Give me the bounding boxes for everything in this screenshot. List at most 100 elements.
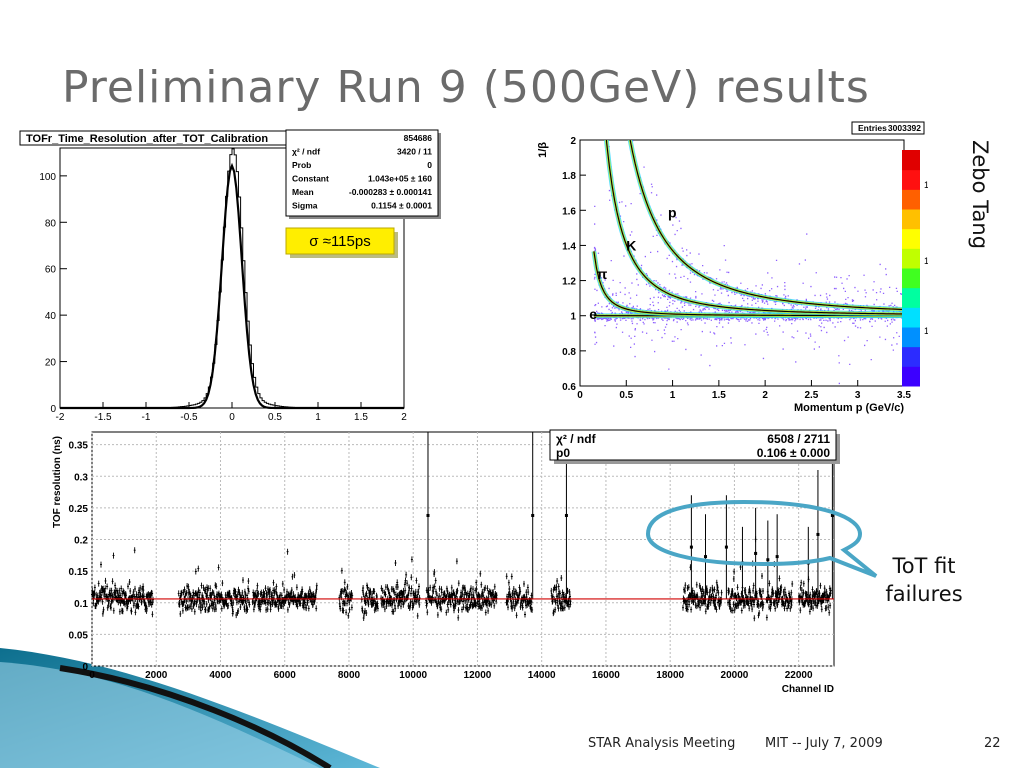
entries-value: 3003392 xyxy=(888,123,921,133)
y-tick-label: 0.2 xyxy=(74,536,88,547)
colorbar-segment xyxy=(902,228,920,249)
stats-label: Sigma xyxy=(292,201,318,211)
colorbar-segment xyxy=(902,307,920,328)
gaussian-fit-curve xyxy=(60,162,404,410)
tof-resolution-vs-channel-plot: 0 2000 4000 6000 8000 10000 12000 14000 16000 180… xyxy=(52,429,840,694)
outlier-point xyxy=(724,545,728,549)
y-tick-label: 60 xyxy=(45,265,57,276)
colorbar-segment xyxy=(902,346,920,367)
y-tick-label: 1.8 xyxy=(562,171,576,182)
outlier-point xyxy=(689,545,693,549)
fit-param-value: 0.106 ± 0.000 xyxy=(757,446,831,460)
colorbar-segment xyxy=(902,209,920,230)
time-resolution-histogram: -2-1.5-1-0.500.511.52020406080100×10³TOF… xyxy=(19,129,441,423)
x-tick-label: 0.5 xyxy=(268,412,282,423)
outlier-point xyxy=(531,513,535,517)
stats-label: Prob xyxy=(292,160,311,170)
outlier-point xyxy=(704,555,708,559)
inverse-beta-vs-momentum-plot: e π Kp 0 0.5 1 1.5 2 2.5 3 3.5 0.6 0.8 1 1.2 1.4 1.6 1.8 2… xyxy=(537,121,928,414)
sigma-annotation: σ ≈115ps xyxy=(309,233,370,250)
x-tick-label: 2 xyxy=(762,390,768,401)
y-tick-label: 1.2 xyxy=(562,277,576,288)
colorbar-segment xyxy=(902,169,920,190)
outlier-point xyxy=(775,555,779,559)
y-tick-label: 0.05 xyxy=(69,630,89,641)
colorbar xyxy=(902,150,920,387)
scatter-frame xyxy=(91,431,835,667)
y-tick-label: 1 xyxy=(570,312,576,323)
x-tick-label: 10000 xyxy=(399,670,427,681)
fit-chi2-label: χ² / ndf xyxy=(556,432,597,446)
x-tick-label: -2 xyxy=(56,412,65,423)
stats-value: 854686 xyxy=(404,133,433,143)
resolution-points xyxy=(91,536,832,622)
colorbar-segment xyxy=(902,150,920,171)
y-axis-label: 1/β xyxy=(537,142,549,158)
y-tick-label: 2 xyxy=(570,136,576,147)
stats-value: 0 xyxy=(427,160,432,170)
species-label: p xyxy=(668,204,677,220)
x-tick-label: 8000 xyxy=(338,670,361,681)
x-tick-label: 0 xyxy=(229,412,235,423)
colorbar-segment xyxy=(902,366,920,387)
stats-label: Constant xyxy=(292,174,329,184)
x-tick-label: 2000 xyxy=(145,670,168,681)
stats-value: -0.000283 ± 0.000141 xyxy=(349,187,432,197)
outlier-point xyxy=(830,513,834,517)
colorbar-segment xyxy=(902,287,920,308)
x-tick-label: -1.5 xyxy=(94,412,112,423)
species-label: e xyxy=(589,306,597,322)
fit-chi2-value: 6508 / 2711 xyxy=(767,432,830,446)
heatmap-frame xyxy=(579,139,905,387)
x-tick-label: 0 xyxy=(577,390,583,401)
y-tick-label: 40 xyxy=(45,311,57,322)
x-tick-label: 22000 xyxy=(785,670,813,681)
x-tick-label: 1 xyxy=(670,390,676,401)
entries-label: Entries xyxy=(858,123,887,133)
x-tick-label: 6000 xyxy=(274,670,297,681)
y-tick-label: 0.3 xyxy=(74,472,88,483)
outlier-point xyxy=(754,551,758,555)
x-tick-label: 20000 xyxy=(721,670,749,681)
species-curve xyxy=(629,140,904,311)
x-tick-label: 1 xyxy=(315,412,321,423)
species-curve xyxy=(605,140,904,315)
y-tick-label: 0.35 xyxy=(69,441,89,452)
y-tick-label: 100 xyxy=(39,172,56,183)
entries-box xyxy=(851,121,925,135)
histogram-title: TOFr_Time_Resolution_after_TOT_Calibrati… xyxy=(26,133,268,145)
x-tick-label: 16000 xyxy=(592,670,620,681)
stats-value: 3420 / 11 xyxy=(397,147,432,157)
colorbar-segment xyxy=(902,268,920,289)
x-tick-label: 2 xyxy=(401,412,407,423)
heatmap-points xyxy=(591,140,904,385)
species-label: π xyxy=(597,266,608,282)
y-tick-label: 80 xyxy=(45,218,57,229)
sigma-annotation-box xyxy=(285,227,395,255)
y-tick-label: 0.8 xyxy=(562,347,576,358)
colorbar-segment xyxy=(902,248,920,269)
x-tick-label: 18000 xyxy=(656,670,684,681)
x-tick-label: 14000 xyxy=(528,670,556,681)
y-tick-label: 1.4 xyxy=(562,241,576,252)
outlier-point xyxy=(564,513,568,517)
x-tick-label: -1 xyxy=(142,412,151,423)
x-axis-label: Channel ID xyxy=(782,684,834,694)
species-label: K xyxy=(626,238,636,254)
fit-box xyxy=(549,429,837,461)
x-tick-label: 1.5 xyxy=(712,390,726,401)
colorbar-tick-label: 10³ xyxy=(924,180,928,190)
x-tick-label: 0 xyxy=(89,670,95,681)
decorative-wave xyxy=(0,648,380,768)
footer-meeting: STAR Analysis Meeting xyxy=(588,736,736,751)
y-axis-label: TOF resolution (ns) xyxy=(52,436,63,528)
y-tick-label: 0.25 xyxy=(69,504,89,515)
outlier-point xyxy=(816,532,820,536)
x-axis-label: Momentum p (GeV/c) xyxy=(794,402,904,414)
stats-box xyxy=(285,129,439,217)
fit-param-label: p0 xyxy=(556,446,570,460)
colorbar-segment xyxy=(902,327,920,348)
stats-value: 0.1154 ± 0.0001 xyxy=(371,201,432,211)
slide-title: Preliminary Run 9 (500GeV) results xyxy=(62,62,870,113)
x-tick-label: 2.5 xyxy=(804,390,818,401)
